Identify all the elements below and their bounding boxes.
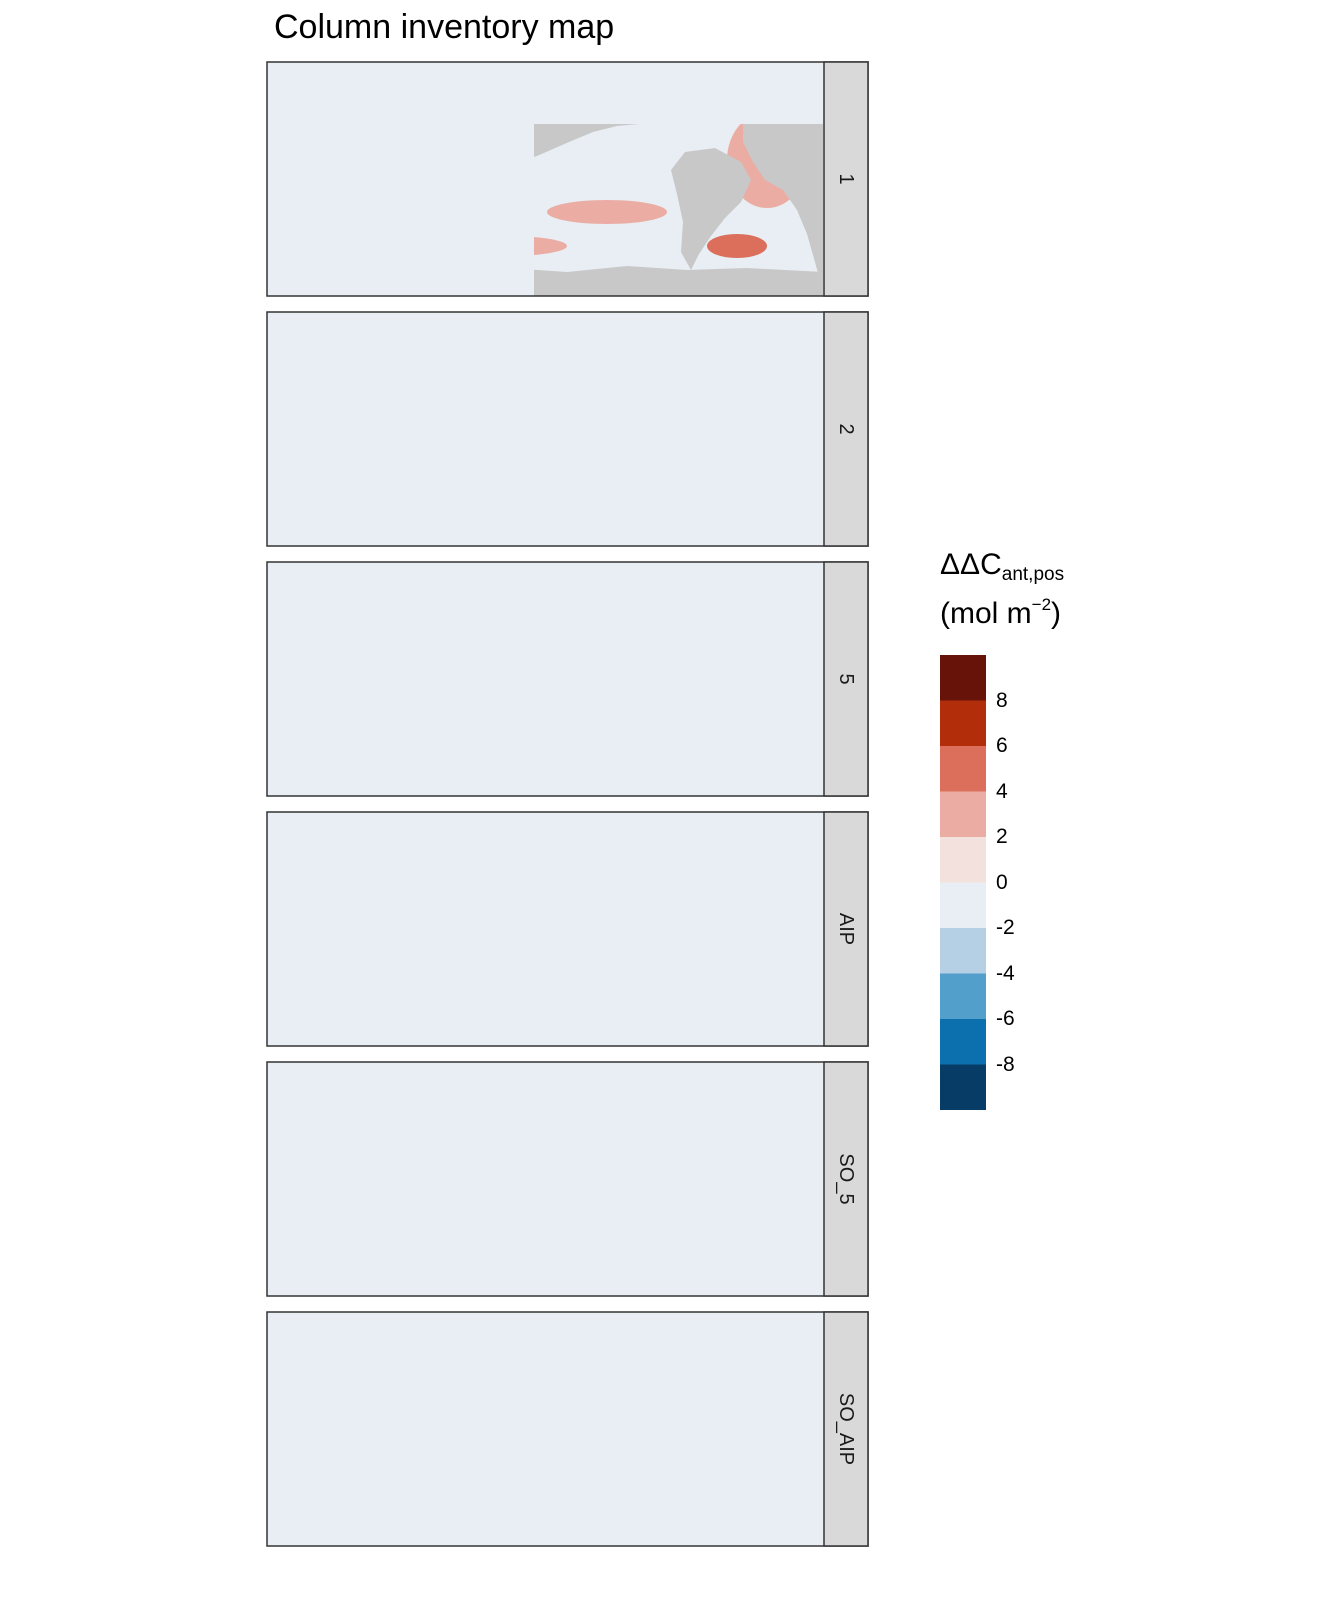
legend-title: ΔΔCant,pos (mol m−2) (940, 548, 1064, 630)
facet-label: 1 (835, 173, 857, 184)
chart-title: Column inventory map (274, 8, 615, 46)
legend-tick-label: 6 (996, 734, 1008, 757)
ocean-field (267, 812, 824, 1046)
legend-swatch (940, 700, 986, 747)
legend-tick-label: -6 (996, 1007, 1015, 1030)
facet-strip (823, 1311, 869, 1547)
legend-swatch (940, 837, 986, 883)
facet-label: 2 (835, 423, 857, 434)
legend-tick-label: 0 (996, 870, 1008, 894)
anomaly-patch (534, 237, 567, 255)
legend-swatch (940, 791, 986, 838)
legend-swatch (940, 882, 986, 929)
facet-panel-1: 1 (266, 61, 869, 297)
facet-panel-5: 5 (266, 561, 869, 797)
legend-swatch (940, 973, 986, 1020)
legend-swatch (940, 1019, 986, 1065)
legend-swatch (940, 928, 986, 974)
ocean-field (267, 312, 824, 546)
facet-panel-2: 2 (266, 311, 869, 547)
facet-label: AIP (835, 913, 857, 945)
ocean-field (267, 562, 824, 796)
legend-unit-prefix: (mol m (940, 596, 1032, 630)
facet-strip (823, 1061, 869, 1297)
legend-tick-label: -4 (996, 961, 1015, 985)
legend-swatch (940, 1064, 986, 1110)
legend-tick-label: 8 (996, 688, 1008, 712)
facet-panel-so_aip: SO_AIP (266, 1311, 869, 1547)
facet-strip (823, 561, 869, 797)
legend-swatch (940, 746, 986, 792)
anomaly-patch (547, 200, 667, 224)
legend-tick-label: -8 (996, 1052, 1015, 1076)
facet-strip (823, 811, 869, 1047)
ocean-field (267, 1312, 824, 1546)
facet-strip (823, 61, 869, 297)
legend-tick-label: 2 (996, 825, 1008, 848)
facet-label: 5 (835, 673, 857, 684)
legend-tick-labels: 8 6 4 2 0 -2 -4 -6 -8 (996, 655, 1076, 1110)
facet-label: SO_AIP (835, 1393, 857, 1465)
facet-panel-so_5: SO_5 (266, 1061, 869, 1297)
facet-strip (823, 311, 869, 547)
legend-colorbar (940, 655, 986, 1110)
legend-tick-label: -2 (996, 916, 1015, 939)
legend-unit-suffix: ) (1051, 596, 1062, 630)
facet-panel-aip: AIP (266, 811, 869, 1047)
legend-unit-superscript: −2 (1031, 594, 1052, 614)
legend-title-main: ΔΔC (940, 548, 1002, 581)
legend-tick-label: 4 (996, 779, 1008, 803)
legend-title-subscript: ant,pos (1001, 564, 1065, 585)
ocean-field (267, 1062, 824, 1296)
facet-label: SO_5 (835, 1153, 857, 1204)
legend-swatch (940, 655, 986, 701)
anomaly-patch (707, 234, 767, 258)
